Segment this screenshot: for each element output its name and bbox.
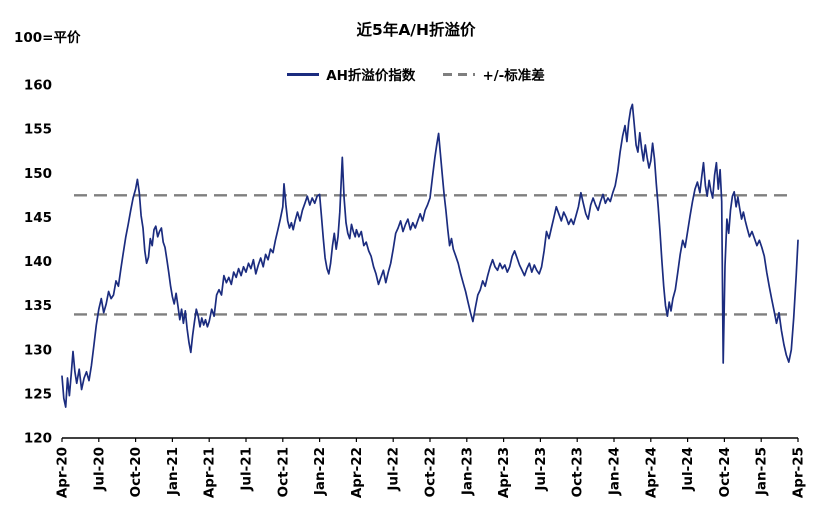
y-tick-label: 140: [24, 254, 52, 270]
x-tick-label: Jan-23: [459, 447, 475, 496]
x-tick-label: Oct-22: [423, 447, 439, 497]
y-tick-label: 125: [24, 386, 52, 402]
y-tick-label: 130: [24, 342, 52, 358]
x-tick-label: Apr-21: [202, 447, 218, 498]
x-tick-label: Apr-25: [791, 447, 807, 498]
y-tick-label: 120: [24, 431, 52, 447]
x-tick-label: Oct-24: [717, 447, 733, 497]
x-tick-label: Jan-24: [607, 447, 623, 496]
x-tick-label: Jul-21: [239, 447, 255, 492]
legend-label-ah-index: AH折溢价指数: [326, 68, 416, 84]
x-tick-label: Oct-23: [570, 447, 586, 497]
y-tick-label: 135: [24, 298, 52, 314]
y-tick-label: 160: [24, 78, 52, 94]
y-tick-label: 150: [24, 166, 52, 182]
legend-dashed-line-swatch: [443, 72, 476, 76]
legend-solid-line-swatch: [287, 72, 320, 76]
x-tick-label: Apr-22: [349, 447, 365, 498]
x-tick-label: Jan-25: [754, 447, 770, 496]
legend-label-stddev: +/-标准差: [482, 68, 545, 84]
legend-item-stddev: +/-标准差: [443, 64, 545, 84]
x-tick-label: Oct-21: [275, 447, 291, 497]
x-tick-label: Jan-21: [165, 447, 181, 496]
x-tick-label: Jul-20: [91, 447, 107, 492]
legend: AH折溢价指数 +/-标准差: [0, 64, 832, 84]
x-tick-label: Apr-24: [643, 447, 659, 498]
y-tick-label: 145: [24, 210, 52, 226]
y-tick-label: 155: [24, 122, 52, 138]
x-tick-label: Apr-23: [496, 447, 512, 498]
x-tick-label: Jan-22: [312, 447, 328, 496]
x-tick-label: Jul-23: [533, 447, 549, 492]
legend-item-ah-index: AH折溢价指数: [287, 64, 415, 84]
ah-premium-index-line: [61, 103, 799, 408]
x-tick-label: Apr-20: [55, 447, 71, 498]
x-tick-label: Oct-20: [128, 447, 144, 497]
chart-title: 近5年A/H折溢价: [356, 21, 476, 39]
x-tick-label: Jul-22: [386, 447, 402, 492]
y-axis-unit-note: 100=平价: [14, 30, 81, 46]
x-tick-label: Jul-24: [680, 447, 696, 492]
